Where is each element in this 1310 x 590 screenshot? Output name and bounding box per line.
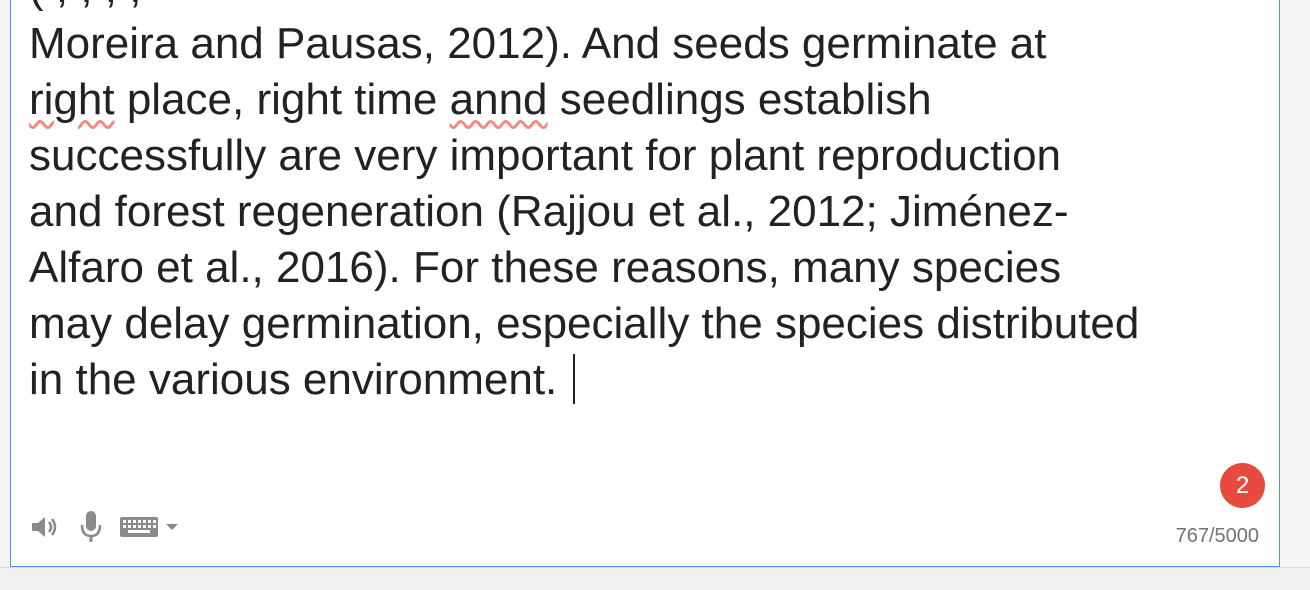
misspelled-word-right[interactable]: right (29, 75, 115, 124)
bottom-strip (0, 567, 1310, 590)
text-line-5-content: Alfaro et al., 2016). For these reasons,… (29, 243, 1062, 292)
misspelled-word-annd[interactable]: annd (449, 75, 548, 124)
text-caret (573, 354, 576, 404)
text-line-2-end: seedlings establish (559, 75, 932, 124)
text-line-4: and forest regeneration (Rajjou et al., … (29, 184, 1259, 240)
spellcheck-count-badge[interactable]: 2 (1220, 463, 1265, 508)
speaker-icon[interactable] (29, 512, 63, 542)
character-counter: 767/5000 (1175, 525, 1259, 547)
source-text-box[interactable]: ( , , , , Moreira and Pausas, 2012). And… (10, 0, 1280, 567)
input-toolbar (29, 505, 179, 549)
text-line-7: in the various environment. (29, 352, 1259, 408)
text-line-6: may delay germination, especially the sp… (29, 296, 1259, 352)
text-line-1: Moreira and Pausas, 2012). And seeds ger… (29, 16, 1259, 72)
text-line-4-content: and forest regeneration (Rajjou et al., … (29, 187, 1069, 236)
source-text-area[interactable]: ( , , , , Moreira and Pausas, 2012). And… (29, 0, 1259, 408)
text-line-2-middle: place, right time (126, 75, 438, 124)
keyboard-icon[interactable] (119, 514, 159, 540)
badge-count: 2 (1235, 472, 1250, 499)
dropdown-caret-icon[interactable] (165, 522, 179, 532)
text-line-5: Alfaro et al., 2016). For these reasons,… (29, 240, 1259, 296)
cutoff-line-text: ( , , , , (29, 0, 141, 12)
cutoff-text-line: ( , , , , (29, 0, 1259, 16)
text-line-3: successfully are very important for plan… (29, 128, 1259, 184)
microphone-icon[interactable] (77, 509, 105, 545)
text-line-1-content: Moreira and Pausas, 2012). And seeds ger… (29, 19, 1047, 68)
text-line-6-content: may delay germination, especially the sp… (29, 299, 1140, 348)
text-line-3-content: successfully are very important for plan… (29, 131, 1062, 180)
text-line-7-content: in the various environment. (29, 355, 558, 404)
text-line-2: right place, right time annd seedlings e… (29, 72, 1259, 128)
